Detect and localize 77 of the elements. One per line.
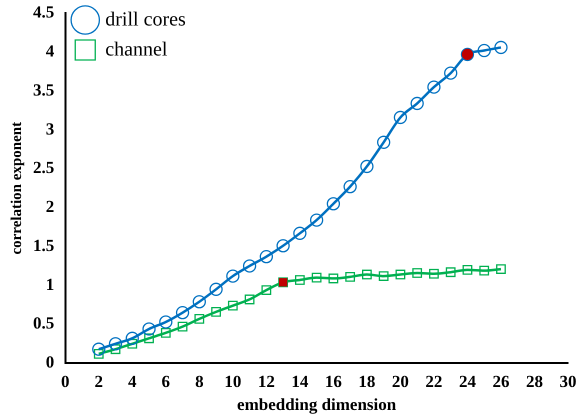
- point: [242, 259, 256, 273]
- legend-label: channel: [105, 38, 168, 60]
- point: [328, 274, 338, 284]
- point: [108, 337, 122, 350]
- point: [194, 314, 204, 324]
- point: [293, 226, 307, 240]
- point: [192, 295, 206, 308]
- point: [377, 136, 390, 149]
- point: [142, 322, 156, 336]
- point: [159, 315, 172, 329]
- y-tick-label: 1: [46, 274, 54, 294]
- x-tick-label: 6: [162, 372, 170, 391]
- point: [396, 270, 406, 280]
- point: [160, 328, 171, 338]
- point: [178, 322, 188, 332]
- point: [127, 338, 138, 349]
- x-tick-label: 24: [458, 372, 476, 391]
- point: [94, 348, 104, 359]
- point: [343, 180, 357, 194]
- point: [412, 268, 422, 278]
- point: [479, 266, 490, 276]
- x-tick-label: 30: [560, 372, 576, 391]
- point: [446, 267, 456, 278]
- x-tick-label: 28: [526, 372, 543, 391]
- point: [244, 294, 254, 304]
- x-tick-label: 8: [195, 372, 204, 391]
- point: [410, 96, 424, 110]
- legend-label: drill cores: [105, 8, 186, 30]
- y-tick-label: 3: [46, 119, 54, 138]
- x-tick-label: 20: [392, 372, 409, 391]
- y-tick-label: 3.5: [33, 80, 54, 100]
- y-tick-label: 2: [46, 197, 54, 216]
- y-tick-label: 2.5: [33, 158, 54, 178]
- point: [312, 272, 322, 283]
- x-tick-label: 16: [324, 372, 342, 391]
- point: [310, 213, 324, 227]
- point: [360, 160, 374, 174]
- point: [261, 285, 272, 295]
- x-tick-label: 18: [358, 372, 376, 391]
- x-axis-title: embedding dimension: [237, 395, 397, 414]
- y-tick-label: 0: [46, 352, 54, 372]
- point: [209, 282, 223, 296]
- point: [294, 275, 305, 285]
- x-tick-label: 22: [425, 372, 442, 391]
- point: [462, 264, 472, 275]
- point: [176, 306, 190, 320]
- x-tick-label: 2: [94, 372, 104, 391]
- point: [276, 239, 290, 252]
- point: [427, 80, 441, 94]
- point: [496, 264, 506, 274]
- x-tick-label: 4: [128, 372, 138, 391]
- point: [211, 306, 221, 317]
- point: [326, 197, 340, 210]
- y-tick-label: 0.5: [33, 314, 54, 333]
- point: [444, 66, 458, 80]
- point: [478, 44, 491, 58]
- x-tick-label: 0: [61, 372, 70, 391]
- point: [494, 40, 508, 54]
- point: [378, 271, 389, 281]
- point: [260, 250, 273, 264]
- y-tick-label: 4.5: [33, 2, 54, 22]
- x-tick-label: 12: [258, 372, 275, 391]
- y-axis-title: correlation exponent: [8, 122, 25, 255]
- x-tick-label: 10: [224, 372, 242, 391]
- point: [429, 268, 439, 279]
- point: [345, 272, 356, 282]
- point: [362, 270, 372, 280]
- x-tick-label: 14: [291, 372, 309, 391]
- point: [394, 110, 408, 124]
- point: [228, 300, 238, 311]
- y-tick-label: 4: [46, 41, 55, 60]
- x-tick-label: 26: [492, 372, 510, 391]
- point: [126, 332, 139, 345]
- y-tick-label: 1.5: [33, 236, 54, 255]
- point: [226, 269, 240, 283]
- point: [144, 333, 154, 344]
- point: [92, 342, 106, 356]
